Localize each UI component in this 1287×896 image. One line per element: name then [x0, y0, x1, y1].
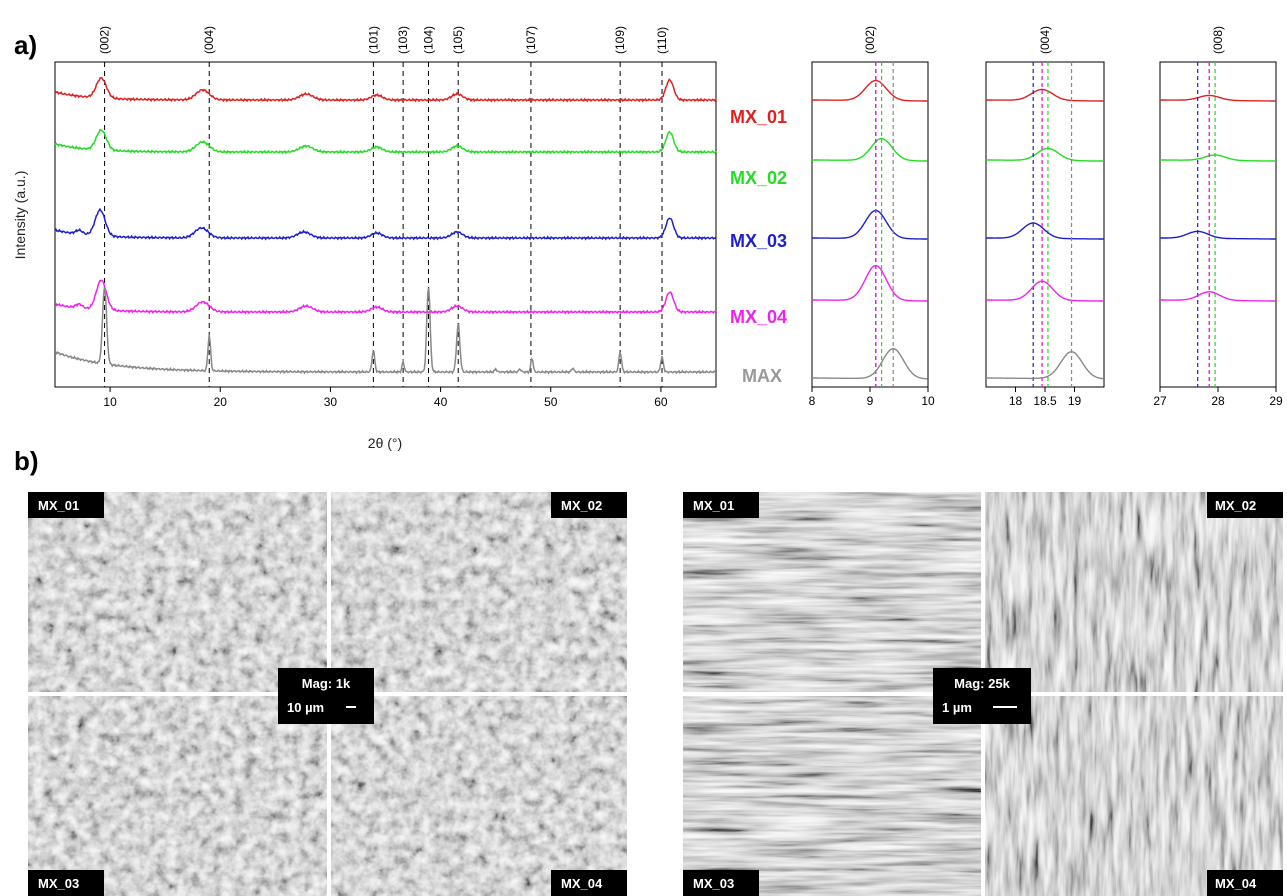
mag-box-high — [933, 668, 1031, 724]
zoom-tick-label: 9 — [867, 394, 874, 408]
zoom-series-MAX — [986, 350, 1104, 380]
sample-legend: MX_01 MX_02 MX_03 MX_04 MAX — [730, 107, 787, 386]
zoom-series-MX_03 — [812, 209, 928, 240]
zoom-tick-label: 10 — [921, 394, 935, 408]
xrd-series-MX_03 — [54, 207, 717, 241]
xrd-series-MX_02 — [54, 128, 717, 155]
x-tick-label: 40 — [434, 395, 448, 409]
panel-label-b: b) — [14, 446, 39, 476]
xrd-series-MX_01 — [54, 76, 717, 103]
zoom-tick-label: 27 — [1153, 394, 1167, 408]
sem-label-box — [683, 492, 759, 518]
sem-image-mx03-low — [28, 696, 327, 896]
x-tick-label: 60 — [654, 395, 668, 409]
sem-label-mx04-high: MX_04 — [1215, 876, 1257, 891]
sem-high-mag: MX_01 MX_02 MX_03 MX_04 Mag: 25k 1 µm — [683, 492, 1283, 896]
peak-label: (004) — [202, 26, 216, 54]
xrd-zoom-008: (008) 27 28 29 — [1153, 26, 1283, 408]
zoom-series-MX_03 — [1160, 230, 1276, 240]
zoom-series-MX_02 — [812, 137, 928, 162]
zoom-series-MX_01 — [812, 79, 928, 102]
xrd-series-MAX — [54, 286, 717, 375]
xrd-series-MX_04 — [54, 279, 717, 315]
zoom-series-MX_01 — [1160, 94, 1276, 102]
x-tick-label: 10 — [103, 395, 117, 409]
zoom-series-MAX — [812, 347, 928, 380]
sem-image-mx03-high — [683, 696, 981, 896]
sem-label-mx01-high: MX_01 — [693, 498, 734, 513]
plot-frame — [54, 61, 717, 388]
peak-label: (110) — [655, 27, 669, 54]
mag-text-high: Mag: 25k — [954, 676, 1010, 691]
sem-image-mx01-high — [683, 492, 981, 692]
xrd-zoom-004: (004) 18 18.5 19 — [985, 26, 1105, 408]
zoom-series-MX_01 — [986, 88, 1104, 102]
mag-text-low: Mag: 1k — [302, 676, 351, 691]
zoom-title: (004) — [1038, 26, 1052, 54]
sem-label-mx01-low: MX_01 — [38, 498, 79, 513]
zoom-tick-label: 29 — [1269, 394, 1283, 408]
zoom-frame — [1159, 61, 1277, 388]
legend-max: MAX — [742, 366, 782, 386]
peak-label: (104) — [421, 26, 435, 54]
sem-label-box — [28, 492, 104, 518]
zoom-series-MX_04 — [1160, 291, 1276, 302]
peak-label: (107) — [524, 26, 538, 54]
zoom-tick-label: 18.5 — [1033, 394, 1057, 408]
legend-mx03: MX_03 — [730, 231, 787, 251]
sem-label-box — [683, 870, 759, 896]
zoom-series-MX_04 — [986, 280, 1104, 302]
sem-label-box — [551, 492, 627, 518]
mag-box-low — [278, 668, 374, 724]
x-tick-label: 50 — [544, 395, 558, 409]
zoom-tick-label: 8 — [809, 394, 816, 408]
sem-label-box — [551, 870, 627, 896]
sem-label-box — [1207, 492, 1283, 518]
sem-label-mx02-low: MX_02 — [561, 498, 602, 513]
sem-low-mag: MX_01 MX_02 MX_03 MX_04 Mag: 1k 10 µm — [28, 492, 627, 896]
legend-mx04: MX_04 — [730, 307, 787, 327]
zoom-series-MX_04 — [812, 264, 928, 302]
x-tick-label: 20 — [214, 395, 228, 409]
xrd-main-chart: 10 20 30 40 50 60 (002) (004) (101) (103) (104) (10… — [54, 26, 717, 409]
peak-label: (101) — [366, 26, 380, 54]
peak-label: (103) — [396, 26, 410, 54]
zoom-tick-label: 19 — [1068, 394, 1082, 408]
zoom-series-MX_02 — [1160, 154, 1276, 162]
zoom-tick-label: 18 — [1009, 394, 1023, 408]
zoom-title: (008) — [1211, 26, 1225, 54]
x-axis-label: 2θ (°) — [368, 435, 402, 451]
xrd-zoom-002: (002) 8 9 10 — [809, 26, 935, 408]
scale-text-low: 10 µm — [287, 700, 324, 715]
zoom-title: (002) — [863, 26, 877, 54]
zoom-frame — [811, 61, 929, 388]
sem-image-mx02-low — [331, 492, 627, 692]
peak-label: (002) — [98, 26, 112, 54]
peak-label: (109) — [613, 26, 627, 54]
scale-text-high: 1 µm — [942, 700, 972, 715]
legend-mx01: MX_01 — [730, 107, 787, 127]
sem-label-mx04-low: MX_04 — [561, 876, 603, 891]
sem-label-mx03-low: MX_03 — [38, 876, 79, 891]
x-tick-label: 30 — [324, 395, 338, 409]
sem-label-mx03-high: MX_03 — [693, 876, 734, 891]
panel-label-a: a) — [14, 30, 37, 60]
sem-image-mx02-high — [985, 492, 1283, 692]
sem-image-mx04-high — [985, 696, 1283, 896]
legend-mx02: MX_02 — [730, 168, 787, 188]
sem-label-mx02-high: MX_02 — [1215, 498, 1256, 513]
zoom-tick-label: 28 — [1211, 394, 1225, 408]
sem-label-box — [1207, 870, 1283, 896]
zoom-series-MX_02 — [986, 147, 1104, 162]
sem-label-box — [28, 870, 104, 896]
zoom-frame — [985, 61, 1105, 388]
sem-image-mx04-low — [331, 696, 627, 896]
y-axis-label: Intensity (a.u.) — [12, 171, 28, 260]
zoom-series-MX_03 — [986, 222, 1104, 240]
sem-image-mx01-low — [28, 492, 327, 692]
peak-label: (105) — [451, 26, 465, 54]
